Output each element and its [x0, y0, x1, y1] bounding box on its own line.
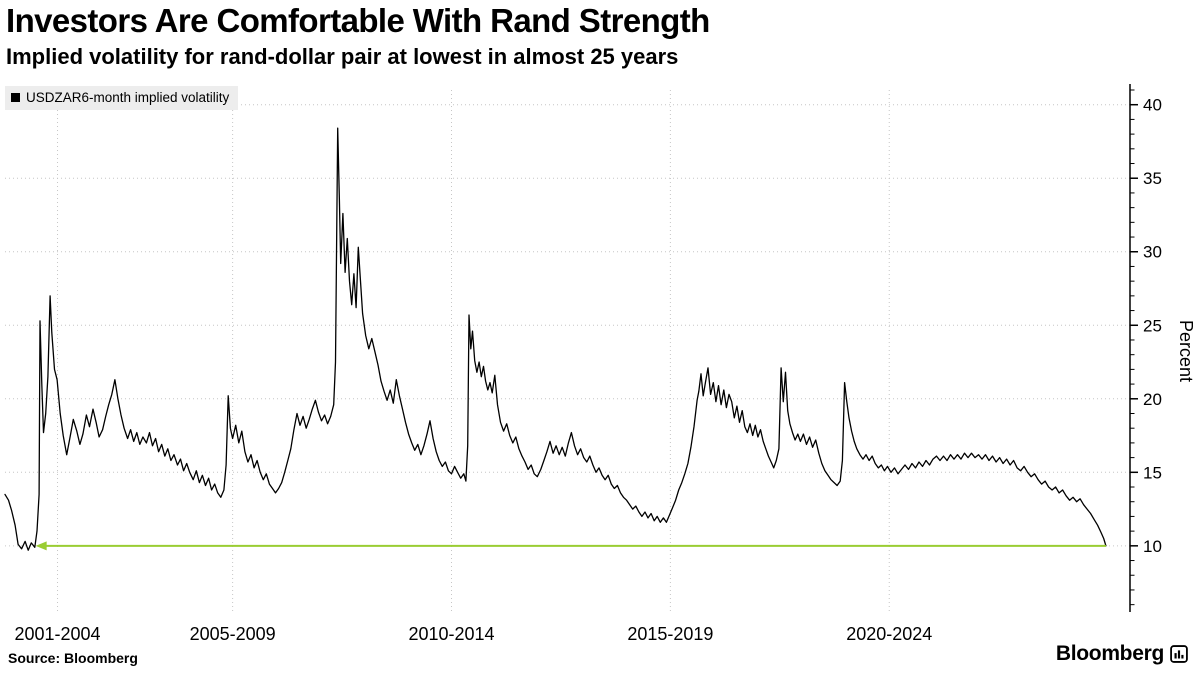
- y-axis-title: Percent: [1176, 320, 1196, 382]
- bloomberg-logo: Bloomberg: [1056, 642, 1188, 666]
- chart-subtitle: Implied volatility for rand-dollar pair …: [6, 44, 679, 69]
- y-tick-label: 10: [1143, 537, 1162, 556]
- x-tick-label: 2020-2024: [846, 624, 932, 644]
- y-tick-label: 15: [1143, 463, 1162, 482]
- x-tick-label: 2001-2004: [14, 624, 100, 644]
- y-tick-label: 35: [1143, 169, 1162, 188]
- x-tick-label: 2010-2014: [408, 624, 494, 644]
- bloomberg-mark-icon: [1170, 645, 1188, 663]
- chart-title: Investors Are Comfortable With Rand Stre…: [6, 2, 710, 39]
- low-level-arrowhead-icon: [35, 541, 47, 551]
- y-tick-label: 25: [1143, 316, 1162, 335]
- x-tick-label: 2005-2009: [190, 624, 276, 644]
- x-tick-label: 2015-2019: [627, 624, 713, 644]
- volatility-line: [4, 127, 1107, 551]
- legend: USDZAR6-month implied volatility: [5, 86, 239, 110]
- bloomberg-wordmark: Bloomberg: [1055, 642, 1164, 665]
- legend-marker-icon: [11, 93, 20, 102]
- source-credit: Source: Bloomberg: [8, 650, 138, 666]
- legend-label: USDZAR6-month implied volatility: [26, 90, 230, 105]
- y-tick-label: 20: [1143, 390, 1162, 409]
- y-tick-label: 40: [1143, 96, 1162, 115]
- y-tick-label: 30: [1143, 243, 1162, 262]
